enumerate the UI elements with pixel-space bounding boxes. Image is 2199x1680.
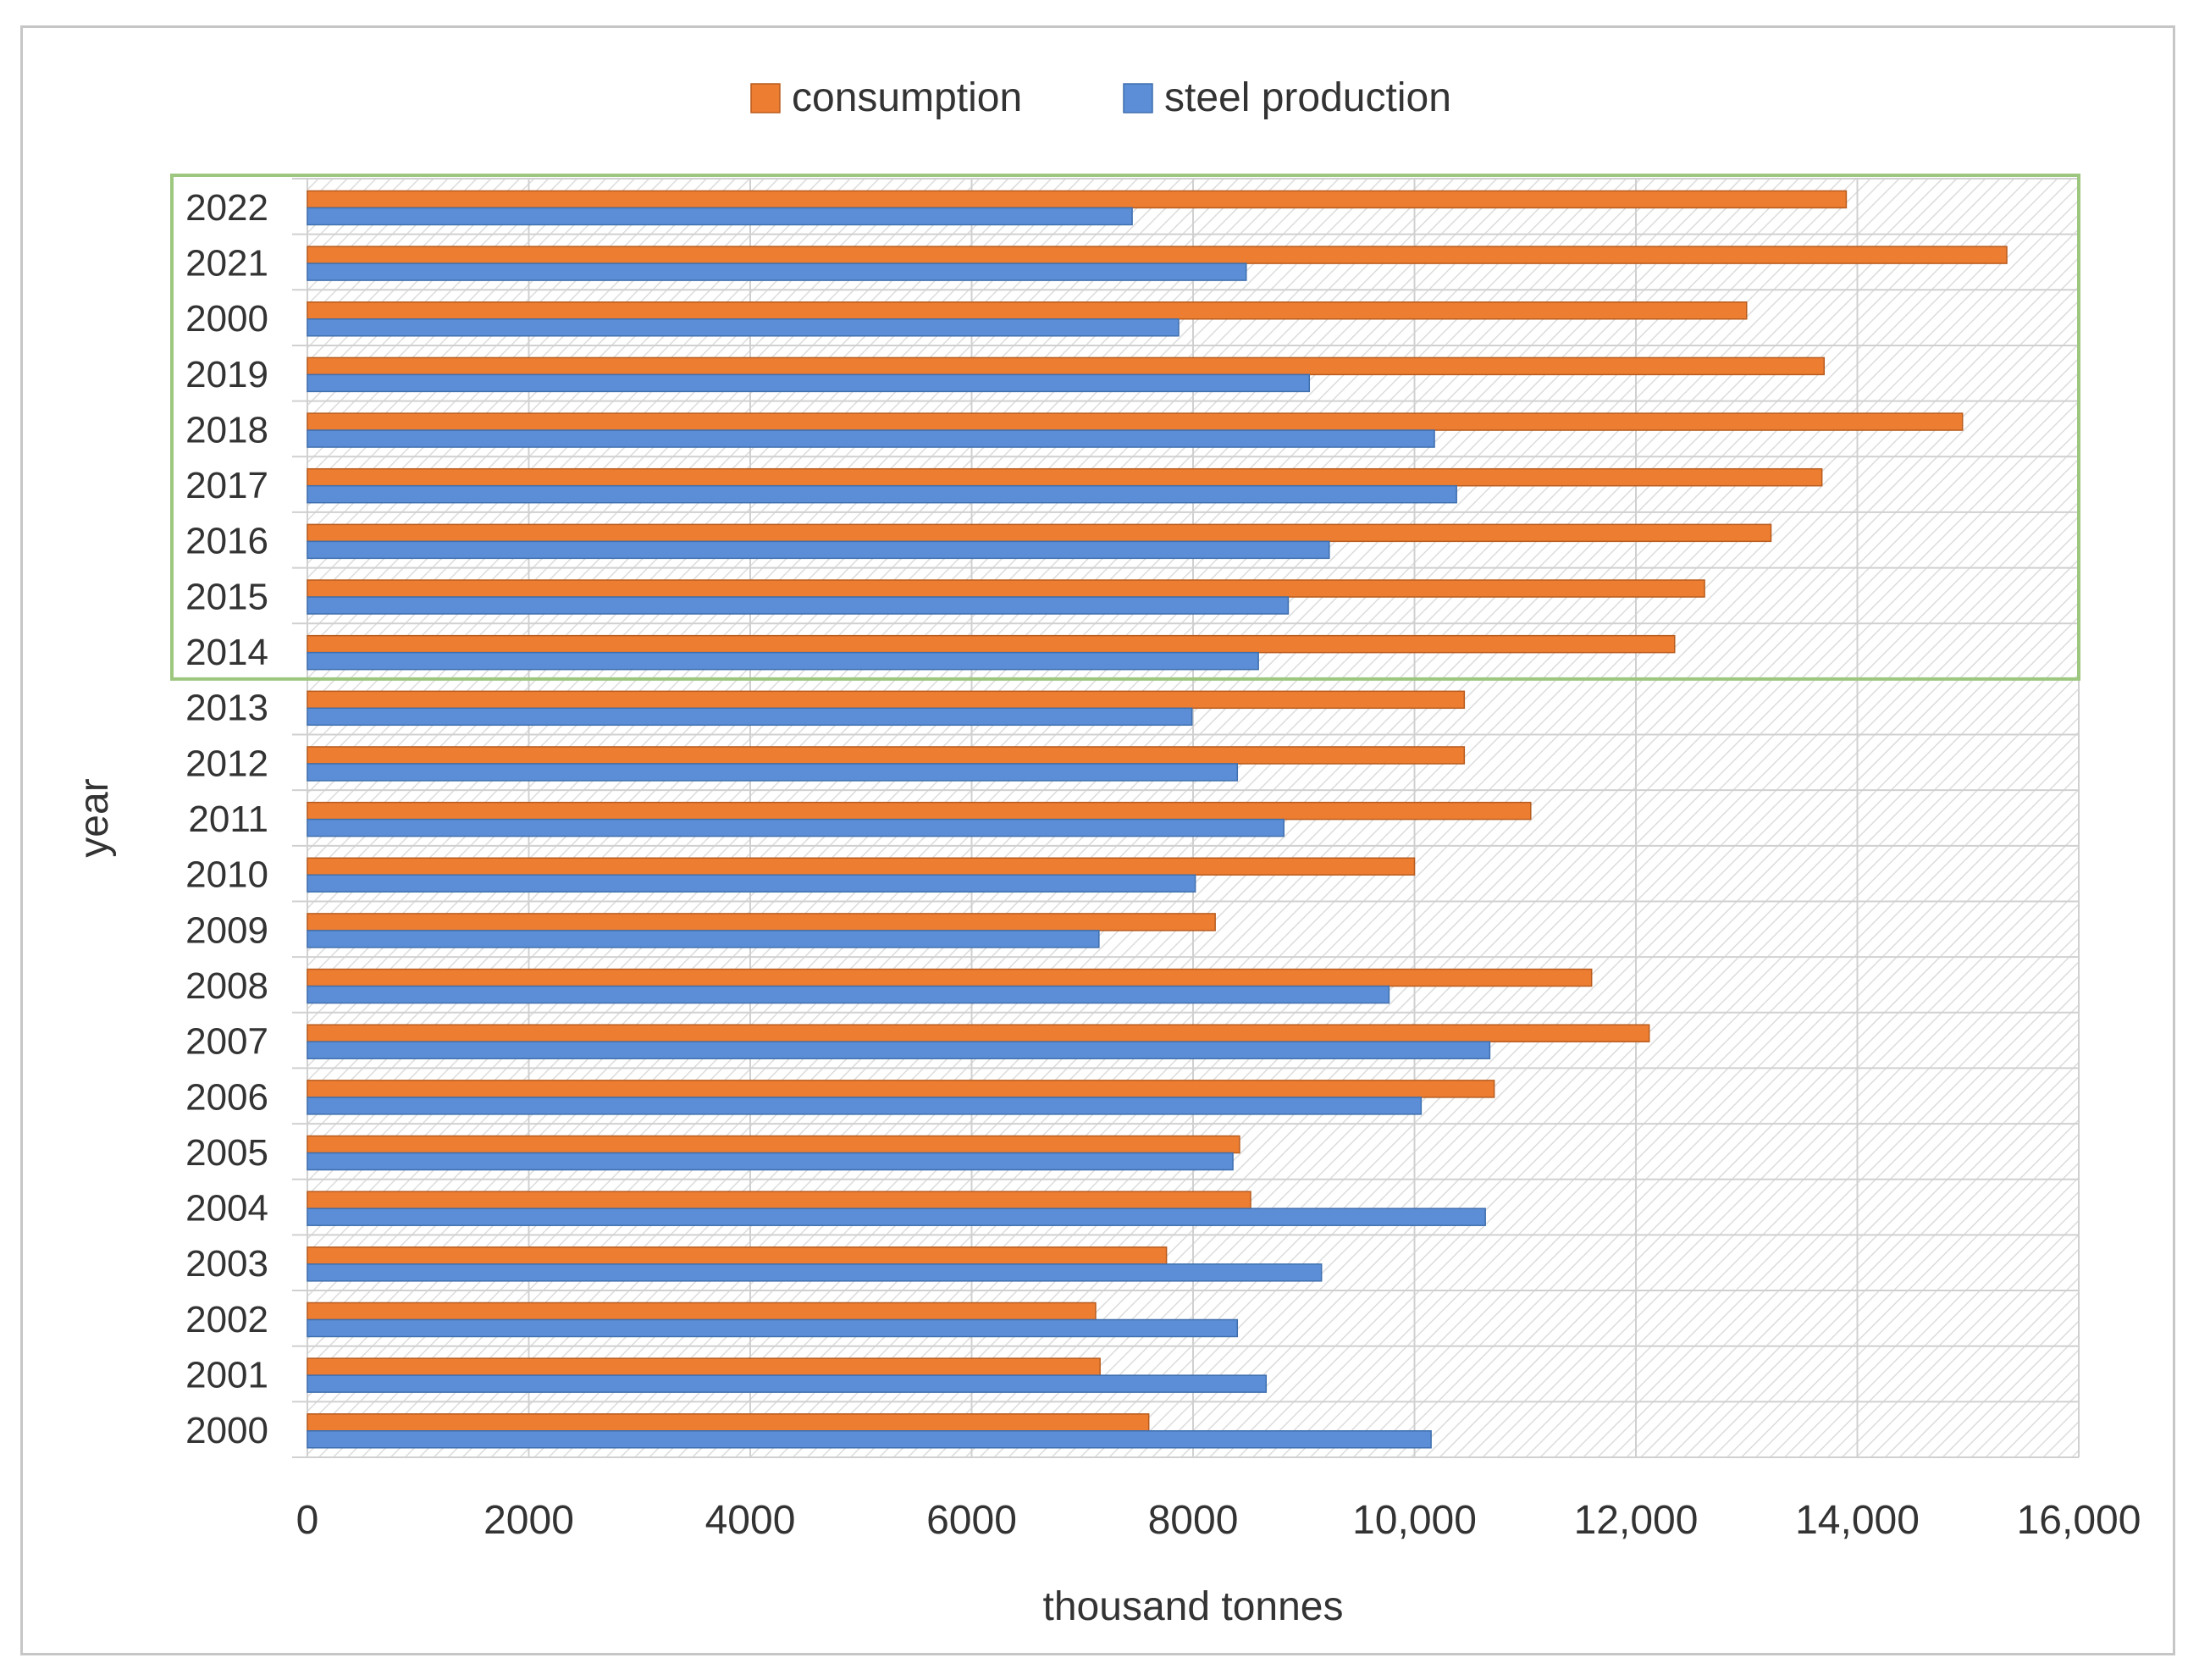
x-tick-label: 12,000	[1574, 1498, 1699, 1543]
x-tick-label: 0	[296, 1498, 319, 1543]
y-tick-label: 2014	[185, 632, 268, 673]
bar-consumption-2005	[307, 1135, 1240, 1154]
x-tick-label: 16,000	[2017, 1498, 2141, 1543]
bar-steel-production-2011	[307, 818, 1285, 837]
bar-steel-production-2012	[307, 763, 1239, 782]
y-tick-label: 2000	[185, 298, 268, 340]
x-tick-label: 2000	[483, 1498, 574, 1543]
x-tick-label: 8000	[1148, 1498, 1239, 1543]
y-tick-label: 2008	[185, 965, 268, 1007]
bars	[307, 190, 2008, 1449]
y-tick-label: 2017	[185, 465, 268, 506]
bar-consumption-2010	[307, 857, 1416, 876]
bar-consumption-2000	[307, 301, 1748, 320]
bar-consumption-2013	[307, 690, 1466, 710]
bar-steel-production-2004	[307, 1208, 1486, 1226]
chart-frame: 0 2000 4000 6000 8000 10,000 12,000 14,000 16,00…	[20, 25, 2175, 1655]
bar-steel-production-2015	[307, 596, 1290, 615]
y-tick-label: 2015	[185, 576, 268, 617]
bar-consumption-2012	[307, 746, 1466, 765]
x-tick-label: 4000	[705, 1498, 796, 1543]
bar-steel-production-2002	[307, 1318, 1239, 1338]
highlight-rectangle	[170, 174, 2080, 681]
bar-steel-production-2003	[307, 1263, 1323, 1282]
y-tick-label: 2001	[185, 1355, 268, 1396]
legend-swatch-steel-production	[1123, 83, 1153, 113]
legend-label-steel-production: steel production	[1164, 75, 1451, 120]
y-tick-label: 2019	[185, 354, 268, 395]
legend-swatch-consumption	[750, 83, 781, 113]
bar-consumption-2017	[307, 467, 1823, 487]
bar-steel-production-2010	[307, 874, 1196, 893]
y-axis-title: year	[72, 778, 117, 857]
y-tick-label: 2004	[185, 1188, 268, 1230]
y-tick-label: 2018	[185, 409, 268, 450]
bar-consumption-2021	[307, 246, 2008, 264]
bar-consumption-2009	[307, 913, 1216, 931]
bar-steel-production-2014	[307, 651, 1259, 671]
y-tick-label: 2002	[185, 1299, 268, 1340]
bar-consumption-2014	[307, 634, 1676, 654]
y-tick-label: 2007	[185, 1021, 268, 1063]
y-tick-label: 2011	[188, 799, 268, 840]
y-tick-label: 2003	[185, 1243, 268, 1285]
x-axis-title: thousand tonnes	[1043, 1584, 1344, 1629]
bar-consumption-2006	[307, 1080, 1495, 1098]
bar-consumption-2008	[307, 968, 1593, 987]
y-tick-label: 2012	[185, 743, 268, 784]
bar-steel-production-2009	[307, 930, 1100, 948]
bar-steel-production-2021	[307, 262, 1247, 281]
bar-consumption-2011	[307, 801, 1532, 821]
y-tick-label: 2021	[185, 242, 268, 284]
y-tick-label: 2013	[185, 688, 268, 729]
bar-steel-production-2006	[307, 1097, 1423, 1115]
y-tick-label: 2006	[185, 1076, 268, 1118]
bar-steel-production-2005	[307, 1152, 1234, 1171]
y-tick-label: 2005	[185, 1132, 268, 1174]
bar-consumption-2003	[307, 1246, 1168, 1265]
bar-steel-production-2013	[307, 707, 1193, 727]
y-tick-label: 2022	[185, 187, 268, 229]
bar-consumption-2002	[307, 1301, 1097, 1321]
bar-steel-production-2016	[307, 540, 1330, 560]
bar-steel-production-2000	[307, 1430, 1432, 1449]
y-tick-label: 2009	[185, 909, 268, 951]
x-tick-label: 14,000	[1795, 1498, 1920, 1543]
bar-steel-production-2001	[307, 1374, 1268, 1393]
y-tick-label: 2000	[185, 1410, 268, 1451]
legend-label-consumption: consumption	[792, 75, 1022, 120]
y-tick-label: 2016	[185, 521, 268, 562]
bar-consumption-2022	[307, 190, 1848, 209]
bar-steel-production-2018	[307, 429, 1435, 448]
x-tick-label: 10,000	[1352, 1498, 1477, 1543]
bar-steel-production-2017	[307, 484, 1457, 504]
bar-steel-production-2007	[307, 1041, 1491, 1059]
bar-consumption-2016	[307, 523, 1772, 543]
x-axis-ticks: 0 2000 4000 6000 8000 10,000 12,000 14,000 16,00…	[296, 1498, 2141, 1543]
bar-steel-production-2000	[307, 318, 1180, 337]
bar-consumption-2018	[307, 412, 1964, 431]
y-tick-label: 2010	[185, 854, 268, 896]
y-axis-ticks: 2022 2021 2000 2019 2018 2017 2016 2015 2014 2013…	[185, 187, 268, 1451]
bar-consumption-2007	[307, 1024, 1650, 1042]
bar-consumption-2019	[307, 356, 1826, 376]
x-tick-label: 6000	[926, 1498, 1017, 1543]
bar-consumption-2000	[307, 1413, 1150, 1432]
bar-consumption-2001	[307, 1357, 1101, 1376]
bar-steel-production-2008	[307, 985, 1390, 1004]
bar-chart: 0 2000 4000 6000 8000 10,000 12,000 14,000 16,00…	[72, 75, 2141, 1629]
legend: consumption steel production	[750, 75, 1451, 120]
bar-steel-production-2019	[307, 373, 1311, 393]
bar-consumption-2015	[307, 579, 1705, 598]
bar-consumption-2004	[307, 1191, 1251, 1209]
bar-steel-production-2022	[307, 207, 1133, 226]
highlight-box	[170, 174, 2080, 681]
